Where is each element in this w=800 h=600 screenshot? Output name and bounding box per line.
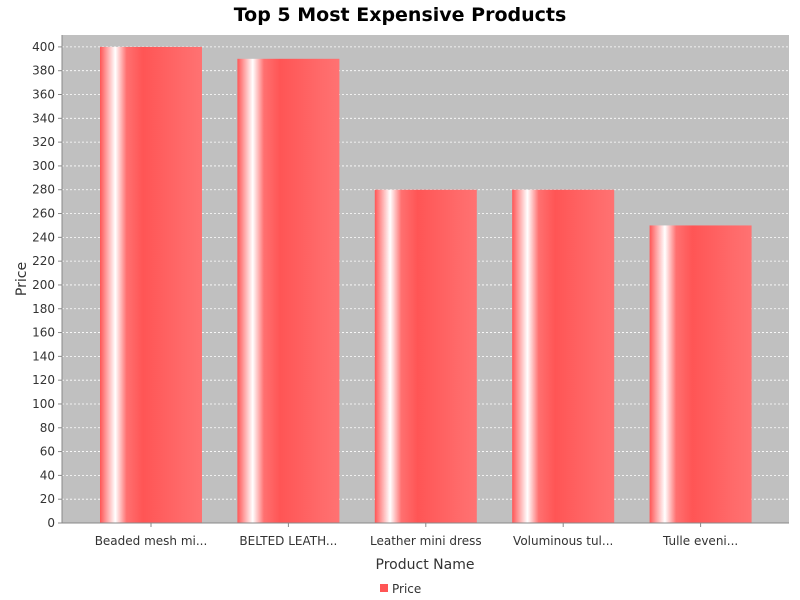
- y-tick-label: 180: [32, 302, 55, 316]
- y-tick-label: 100: [32, 397, 55, 411]
- y-axis-label: Price: [14, 262, 30, 296]
- y-tick-label: 360: [32, 88, 55, 102]
- y-tick-label: 220: [32, 254, 55, 268]
- y-axis-ticks: 0 20 40 60 80 100 120 140 160 180 200 220 240 260 280 3…: [32, 40, 62, 530]
- y-tick-label: 0: [47, 516, 55, 530]
- y-tick-label: 340: [32, 111, 55, 125]
- y-tick-label: 20: [40, 492, 55, 506]
- y-tick-label: 40: [40, 468, 55, 482]
- x-tick-label: BELTED LEATH...: [239, 534, 337, 548]
- y-tick-label: 260: [32, 207, 55, 221]
- x-axis-label: Product Name: [376, 557, 475, 573]
- y-tick-label: 200: [32, 278, 55, 292]
- x-tick-label: Tulle eveni...: [662, 534, 738, 548]
- y-tick-label: 400: [32, 40, 55, 54]
- y-tick-label: 120: [32, 373, 55, 387]
- legend-swatch: [380, 584, 388, 592]
- y-tick-label: 240: [32, 230, 55, 244]
- bars-group: [100, 46, 752, 524]
- chart-title: Top 5 Most Expensive Products: [234, 4, 567, 26]
- bar: [237, 58, 340, 524]
- x-tick-label: Leather mini dress: [370, 534, 482, 548]
- bar: [512, 189, 615, 524]
- y-tick-label: 300: [32, 159, 55, 173]
- legend-label: Price: [392, 582, 421, 596]
- x-tick-label: Voluminous tul...: [513, 534, 613, 548]
- y-tick-label: 160: [32, 326, 55, 340]
- y-tick-label: 60: [40, 445, 55, 459]
- bar: [100, 46, 202, 524]
- y-tick-label: 80: [40, 421, 55, 435]
- y-tick-label: 140: [32, 349, 55, 363]
- y-tick-label: 280: [32, 183, 55, 197]
- x-axis-ticks: Beaded mesh mi... BELTED LEATH... Leather …: [95, 523, 738, 548]
- y-tick-label: 380: [32, 64, 55, 78]
- x-tick-label: Beaded mesh mi...: [95, 534, 208, 548]
- bar: [374, 189, 477, 524]
- bar: [649, 225, 752, 523]
- legend: Price: [380, 582, 421, 596]
- y-tick-label: 320: [32, 135, 55, 149]
